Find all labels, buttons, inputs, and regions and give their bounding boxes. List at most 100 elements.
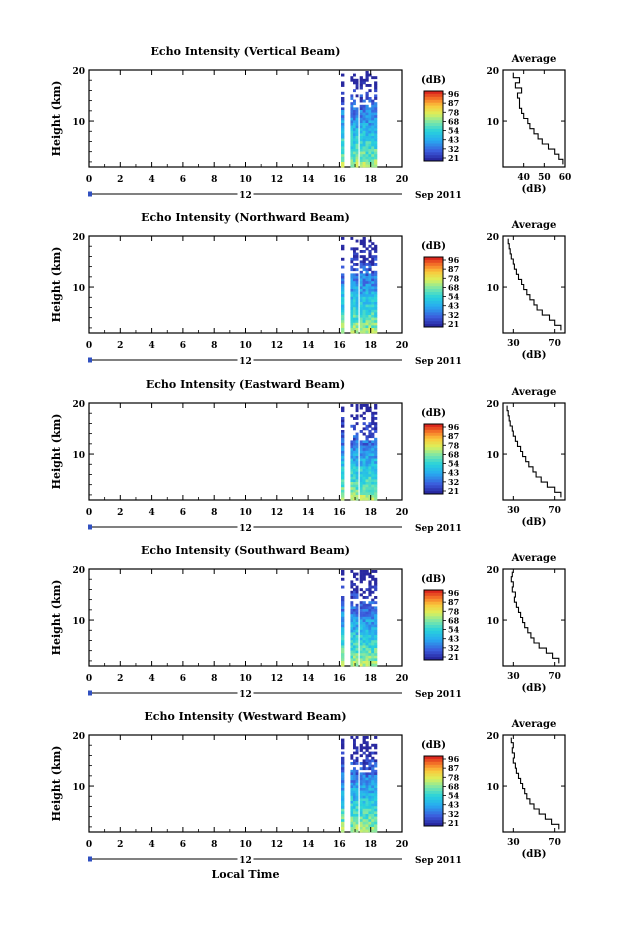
heatmap-cell: [371, 278, 375, 282]
heatmap-cell: [362, 242, 366, 246]
heatmap-cell: [341, 136, 345, 139]
heatmap-cell: [353, 767, 356, 771]
heatmap-cell: [371, 642, 375, 646]
heatmap-cell: [362, 286, 366, 290]
heatmap-cell: [365, 97, 369, 100]
heatmap-cell: [374, 270, 378, 274]
heatmap-cell: [353, 276, 356, 279]
heatmap-cell: [341, 128, 345, 132]
date-marker: [88, 191, 92, 197]
heatmap-cell: [362, 260, 366, 264]
colorbar-segment: [424, 651, 443, 655]
heatmap-cell: [374, 580, 378, 584]
panel-title: Echo Intensity (Westward Beam): [144, 710, 346, 723]
heatmap-cell: [355, 435, 359, 439]
heatmap-cell: [359, 642, 363, 646]
heatmap-cell: [355, 775, 359, 778]
heatmap-cell: [355, 276, 359, 279]
heatmap-cell: [365, 637, 369, 641]
heatmap-cell: [371, 476, 375, 480]
heatmap-cell: [350, 414, 354, 418]
heatmap-cell: [365, 793, 369, 797]
colorbar-frame: [423, 589, 444, 661]
date-monthyear-label: Sep 2011: [415, 357, 462, 367]
heatmap-cell: [350, 115, 354, 119]
heatmap-cell: [374, 661, 378, 664]
heatmap-cell: [350, 133, 354, 137]
heatmap-cell: [353, 645, 356, 649]
heatmap-cell: [355, 476, 359, 480]
heatmap-cell: [365, 456, 369, 459]
colorbar-segment: [424, 814, 443, 818]
heatmap-cell: [341, 637, 345, 641]
heatmap-cell: [371, 141, 375, 145]
x-tick-label: 16: [333, 508, 346, 518]
heatmap-cell: [341, 661, 345, 664]
heatmap-cell: [350, 785, 354, 789]
heatmap-cell: [341, 156, 345, 160]
heatmap-cell: [374, 278, 378, 282]
x-tick-label: 4: [148, 674, 154, 684]
heatmap-cell: [362, 104, 366, 108]
heatmap-cell: [368, 120, 372, 124]
heatmap-cell: [365, 291, 369, 295]
heatmap-cell: [368, 764, 372, 768]
heatmap-cell: [350, 603, 354, 607]
heatmap-cell: [371, 767, 375, 771]
heatmap-cell: [371, 414, 375, 418]
heatmap-cell: [374, 736, 378, 739]
date-marker: [88, 856, 92, 862]
heatmap-cell: [355, 445, 359, 449]
heatmap-cell: [359, 829, 363, 833]
average-frame: [502, 734, 566, 833]
heatmap-cell: [371, 616, 375, 620]
heatmap-cell: [362, 661, 366, 664]
average-x-tick-label: 60: [559, 173, 572, 183]
heatmap-cell: [374, 793, 378, 797]
heatmap-cell: [371, 764, 375, 768]
heatmap-cell: [355, 143, 359, 147]
heatmap-cell: [368, 138, 372, 142]
heatmap-cell: [341, 276, 345, 279]
heatmap-cell: [353, 136, 356, 139]
heatmap-cell: [353, 772, 356, 776]
heatmap-cell: [355, 309, 359, 313]
heatmap-cell: [353, 123, 356, 126]
heatmap-cell: [371, 756, 375, 760]
heatmap-cell: [365, 104, 369, 108]
heatmap-cell: [368, 130, 372, 134]
heatmap-cell: [355, 474, 359, 478]
heatmap-cell: [362, 624, 366, 628]
heatmap-cell: [374, 406, 378, 410]
heatmap-cell: [371, 795, 375, 799]
x-tick-label: 20: [396, 508, 409, 518]
heatmap-cell: [353, 89, 356, 93]
heatmap-cell: [353, 653, 356, 657]
colorbar-segment: [424, 616, 443, 620]
heatmap-cell: [374, 164, 378, 168]
heatmap-cell: [341, 417, 345, 420]
heatmap-cell: [365, 78, 369, 82]
heatmap-cell: [341, 663, 345, 667]
heatmap-cell: [341, 788, 345, 791]
heatmap-cell: [362, 479, 366, 483]
heatmap-cell: [353, 798, 356, 802]
heatmap-cell: [365, 798, 369, 802]
average-y-tick-label: 20: [486, 566, 499, 576]
heatmap-cell: [365, 247, 369, 251]
heatmap-cell: [365, 648, 369, 651]
heatmap-cell: [341, 149, 345, 152]
heatmap-cell: [365, 443, 369, 446]
heatmap-cell: [353, 806, 356, 810]
colorbar-segment: [424, 262, 443, 267]
heatmap-cell: [350, 619, 354, 623]
heatmap-cell: [350, 322, 354, 326]
heatmap-cell: [355, 86, 359, 90]
colorbar-segment: [424, 289, 443, 293]
heatmap-cell: [368, 97, 372, 100]
heatmap-cell: [368, 622, 372, 625]
heatmap-cell: [355, 495, 359, 498]
heatmap-cell: [368, 497, 372, 501]
heatmap-cell: [371, 263, 375, 266]
colorbar-segment: [424, 321, 443, 325]
